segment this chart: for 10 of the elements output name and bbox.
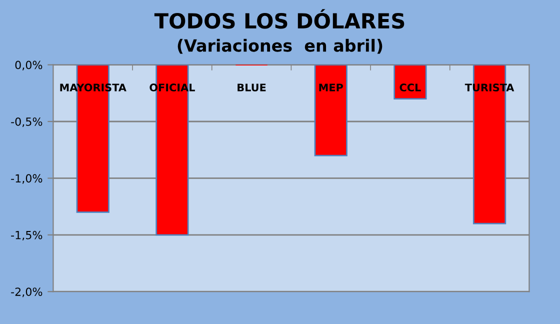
x-tick-label: MEP <box>319 84 343 92</box>
x-tick-label: BLUE <box>238 84 266 92</box>
y-tick-label: -1,5% <box>11 230 42 240</box>
y-tick-label: 0,0% <box>15 60 42 70</box>
chart-subtitle: (Variaciones en abril) <box>178 38 382 54</box>
y-tick-label: -2,0% <box>11 288 42 298</box>
y-tick-label: -0,5% <box>11 117 42 128</box>
chart-title: TODOS LOS DÓLARES <box>154 9 404 29</box>
y-tick-label: -1,0% <box>11 174 42 184</box>
x-tick-label: CCL <box>400 84 421 92</box>
